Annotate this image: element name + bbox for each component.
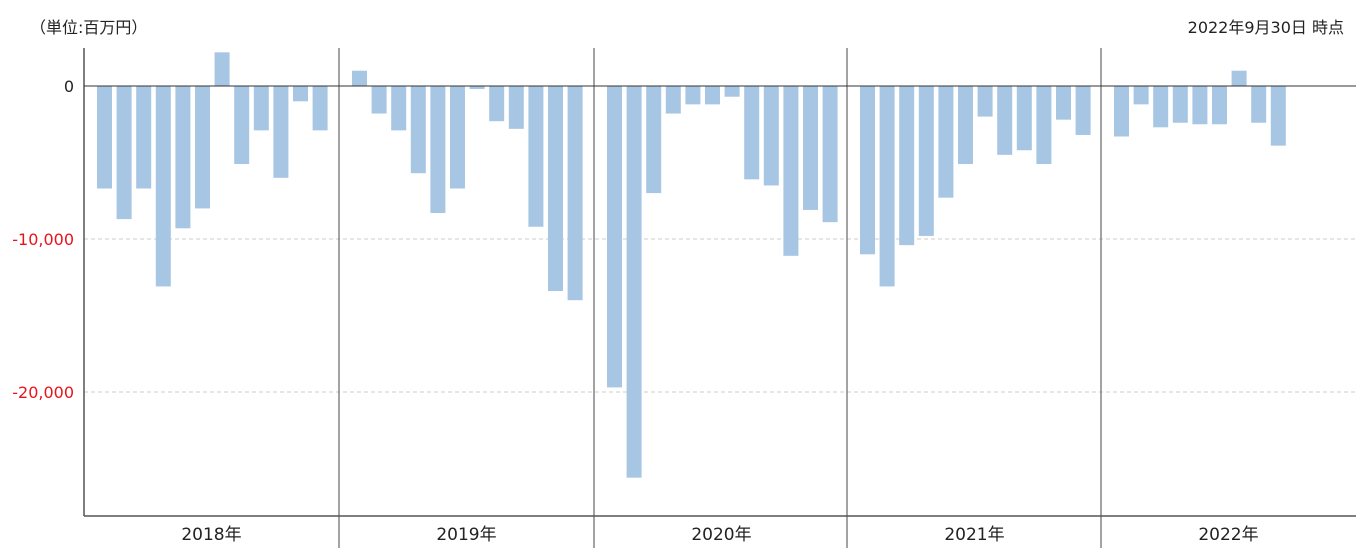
bar <box>1192 86 1208 125</box>
bar <box>958 86 973 165</box>
bar <box>450 86 465 189</box>
tick-labels: 0 -10,000 -20,000 2018年 2019年 2020年 2021年 2022年 <box>12 77 1258 545</box>
bar <box>607 86 622 388</box>
bar <box>116 86 132 220</box>
bar <box>626 86 642 478</box>
bar <box>744 86 760 180</box>
bar <box>567 86 583 301</box>
bar <box>1114 86 1129 137</box>
y-tick-label: -10,000 <box>12 230 74 249</box>
x-tick-label: 2021年 <box>944 525 1004 545</box>
bar <box>783 86 799 256</box>
bar <box>195 86 210 209</box>
bar <box>977 86 993 117</box>
bar <box>763 86 779 186</box>
bar <box>136 86 152 189</box>
bar <box>155 86 171 287</box>
bar <box>860 86 875 255</box>
gridlines <box>84 238 1356 393</box>
bar <box>1016 86 1032 151</box>
bar <box>391 86 407 131</box>
bar <box>293 86 308 102</box>
bar <box>214 52 230 86</box>
bar <box>1212 86 1227 125</box>
bar <box>665 86 681 114</box>
unit-label: （単位:百万円） <box>30 18 148 37</box>
bar <box>997 86 1013 155</box>
bar <box>97 86 112 189</box>
bar <box>1133 86 1149 105</box>
bar <box>1036 86 1052 165</box>
x-tick-label: 2020年 <box>691 525 751 545</box>
bar <box>175 86 191 229</box>
bar <box>1056 86 1071 120</box>
bar <box>352 70 367 86</box>
bar <box>1153 86 1169 128</box>
as-of-date-label: 2022年9月30日 時点 <box>1187 18 1344 37</box>
bar <box>528 86 544 227</box>
y-tick-label: -20,000 <box>12 383 74 402</box>
bar <box>273 86 289 178</box>
bar <box>234 86 250 165</box>
bar <box>705 86 720 105</box>
bar <box>430 86 446 213</box>
bar <box>822 86 838 223</box>
bar <box>548 86 563 292</box>
y-tick-label: 0 <box>64 77 74 96</box>
bar <box>646 86 662 194</box>
bar <box>253 86 269 131</box>
bar <box>803 86 818 210</box>
bar <box>410 86 426 174</box>
bar <box>1251 86 1267 123</box>
bar <box>685 86 701 105</box>
bar <box>724 86 740 97</box>
x-tick-label: 2018年 <box>181 525 241 545</box>
bar <box>918 86 934 236</box>
bar <box>1231 70 1247 86</box>
bar <box>899 86 915 246</box>
x-tick-label: 2022年 <box>1198 525 1258 545</box>
bar <box>508 86 524 129</box>
bar <box>371 86 387 114</box>
x-tick-label: 2019年 <box>436 525 496 545</box>
bars <box>97 52 1286 478</box>
bar <box>1075 86 1091 135</box>
bar <box>489 86 505 122</box>
bar <box>469 86 485 90</box>
axes <box>83 48 1356 548</box>
bar <box>879 86 895 287</box>
bar <box>1270 86 1286 146</box>
bar <box>1172 86 1188 123</box>
bar <box>938 86 954 198</box>
bar <box>312 86 328 131</box>
